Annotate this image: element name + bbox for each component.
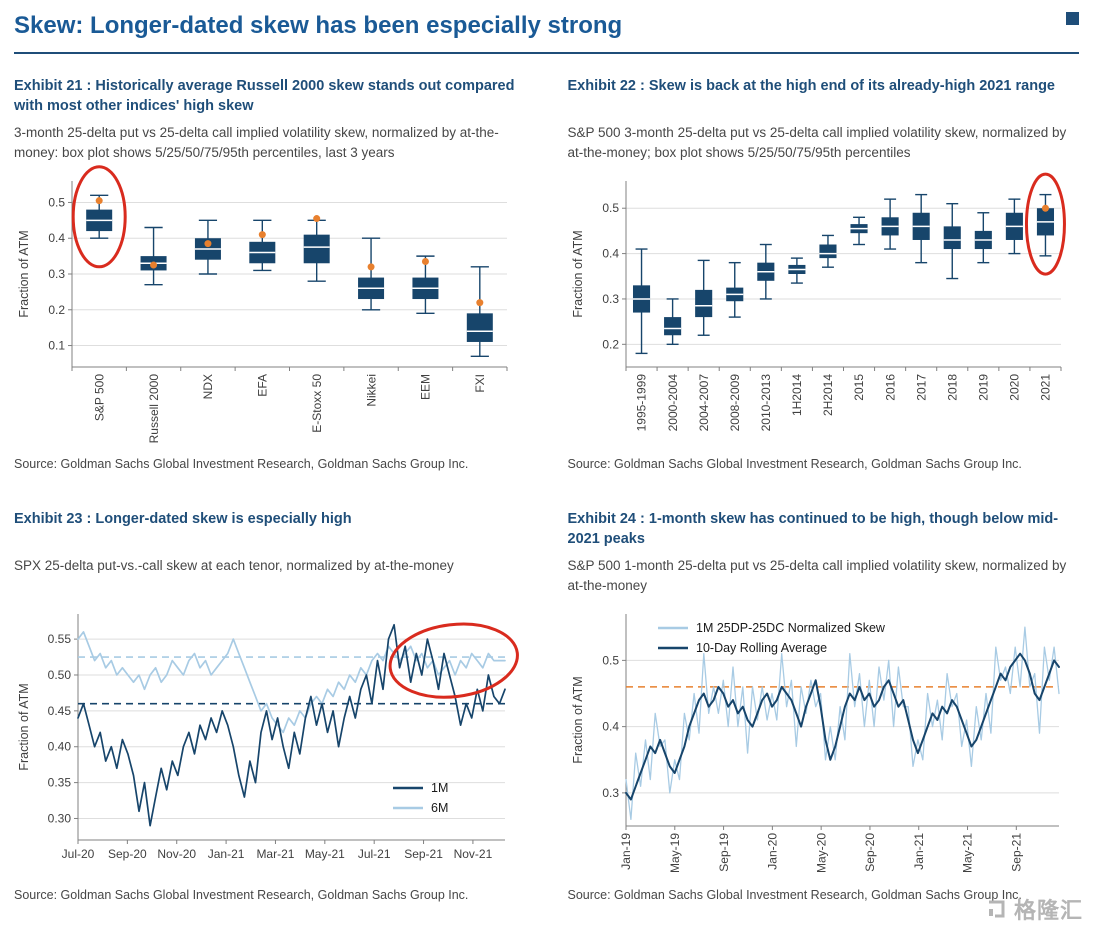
exhibit-23: Exhibit 23 : Longer-dated skew is especi… xyxy=(14,509,526,902)
svg-text:Fraction of ATM: Fraction of ATM xyxy=(571,676,585,763)
svg-text:2020: 2020 xyxy=(1007,373,1021,400)
watermark-text: 格隆汇 xyxy=(1013,898,1083,923)
svg-text:0.4: 0.4 xyxy=(48,231,65,245)
svg-text:2018: 2018 xyxy=(945,373,959,400)
svg-text:Sep-21: Sep-21 xyxy=(404,847,443,861)
svg-text:0.5: 0.5 xyxy=(602,653,619,667)
svg-text:May-19: May-19 xyxy=(667,832,681,872)
exhibit-22-subtitle: S&P 500 3-month 25-delta put vs 25-delta… xyxy=(567,124,1067,160)
svg-text:0.55: 0.55 xyxy=(48,632,72,646)
svg-text:1H2014: 1H2014 xyxy=(790,373,804,415)
svg-text:Jan-21: Jan-21 xyxy=(911,832,925,869)
svg-text:0.3: 0.3 xyxy=(602,292,619,306)
svg-text:Sep-20: Sep-20 xyxy=(863,832,877,871)
svg-text:Nikkei: Nikkei xyxy=(364,374,378,407)
svg-text:May-21: May-21 xyxy=(960,832,974,872)
exhibit-23-source: Source: Goldman Sachs Global Investment … xyxy=(14,887,469,902)
svg-text:EFA: EFA xyxy=(256,374,270,397)
svg-text:Sep-20: Sep-20 xyxy=(108,847,147,861)
svg-text:1995-1999: 1995-1999 xyxy=(634,373,648,431)
svg-text:0.3: 0.3 xyxy=(48,267,65,281)
svg-text:0.4: 0.4 xyxy=(602,246,619,260)
svg-text:May-20: May-20 xyxy=(814,832,828,872)
svg-text:1M: 1M xyxy=(431,781,448,795)
svg-text:S&P 500: S&P 500 xyxy=(92,373,106,420)
svg-text:0.45: 0.45 xyxy=(48,703,72,717)
svg-text:2016: 2016 xyxy=(883,373,897,400)
svg-text:2021: 2021 xyxy=(1038,373,1052,400)
exhibit-21-subtitle: 3-month 25-delta put vs 25-delta call im… xyxy=(14,124,499,160)
gelonghui-watermark: 格隆汇 xyxy=(985,893,1083,925)
svg-text:2019: 2019 xyxy=(976,373,990,400)
svg-text:0.35: 0.35 xyxy=(48,775,72,789)
exhibit-24-heading: Exhibit 24 : 1-month skew has continued … xyxy=(567,510,1059,547)
svg-text:2000-2004: 2000-2004 xyxy=(665,373,679,431)
exhibit-24: Exhibit 24 : 1-month skew has continued … xyxy=(568,509,1080,902)
svg-text:0.1: 0.1 xyxy=(48,338,65,352)
svg-text:Jan-20: Jan-20 xyxy=(765,832,779,869)
exhibit-22-source: Source: Goldman Sachs Global Investment … xyxy=(567,456,1022,471)
svg-text:Fraction of ATM: Fraction of ATM xyxy=(17,683,31,770)
exhibit-23-line-chart: 0.30 0.35 0.40 0.45 0.50 0.55 Fraction of ATM J… xyxy=(17,613,519,861)
svg-text:10-Day Rolling Average: 10-Day Rolling Average xyxy=(696,641,827,655)
svg-text:Russell 2000: Russell 2000 xyxy=(147,373,161,443)
exhibit-24-subtitle: S&P 500 1-month 25-delta put vs 25-delta… xyxy=(567,557,1067,593)
svg-text:0.2: 0.2 xyxy=(48,302,65,316)
svg-text:E-Stoxx 50: E-Stoxx 50 xyxy=(310,373,324,432)
exhibit-22-heading: Exhibit 22 : Skew is back at the high en… xyxy=(567,77,1056,94)
svg-text:Nov-21: Nov-21 xyxy=(454,847,493,861)
svg-text:2015: 2015 xyxy=(852,373,866,400)
svg-text:Mar-21: Mar-21 xyxy=(256,847,294,861)
exhibit-21-source: Source: Goldman Sachs Global Investment … xyxy=(14,456,469,471)
svg-text:Sep-19: Sep-19 xyxy=(716,832,730,871)
svg-text:0.5: 0.5 xyxy=(48,195,65,209)
svg-text:0.4: 0.4 xyxy=(602,719,619,733)
svg-text:0.3: 0.3 xyxy=(602,785,619,799)
header-corner-square xyxy=(1066,12,1079,25)
header-rule xyxy=(14,51,1079,54)
svg-text:Fraction of ATM: Fraction of ATM xyxy=(17,230,31,317)
svg-text:2008-2009: 2008-2009 xyxy=(727,373,741,431)
svg-text:2004-2007: 2004-2007 xyxy=(696,373,710,431)
svg-text:Sep-21: Sep-21 xyxy=(1009,832,1023,871)
svg-text:Jan-21: Jan-21 xyxy=(208,847,245,861)
svg-text:May-21: May-21 xyxy=(305,847,345,861)
exhibit-21: Exhibit 21 : Historically average Russel… xyxy=(14,76,526,471)
svg-text:0.30: 0.30 xyxy=(48,811,72,825)
exhibit-22: Exhibit 22 : Skew is back at the high en… xyxy=(568,76,1080,471)
svg-text:0.2: 0.2 xyxy=(602,337,619,351)
svg-text:FXI: FXI xyxy=(473,374,487,393)
page-title: Skew: Longer-dated skew has been especia… xyxy=(14,12,623,39)
exhibit-21-heading: Exhibit 21 : Historically average Russel… xyxy=(14,77,515,114)
exhibit-23-subtitle: SPX 25-delta put-vs.-call skew at each t… xyxy=(14,557,454,573)
svg-text:2H2014: 2H2014 xyxy=(821,373,835,415)
exhibit-24-line-chart: 0.3 0.4 0.5 Fraction of ATM Jan-19 May-19 Sep-… xyxy=(571,613,1060,873)
svg-text:Jul-20: Jul-20 xyxy=(62,847,95,861)
exhibit-21-boxplot-chart: 0.1 0.2 0.3 0.4 0.5 Fraction of ATM S&P 500 Rus… xyxy=(17,164,508,443)
svg-text:Nov-20: Nov-20 xyxy=(157,847,196,861)
gelonghui-logo-icon xyxy=(988,900,1005,918)
svg-text:EEM: EEM xyxy=(419,374,433,400)
svg-text:2017: 2017 xyxy=(914,373,928,400)
svg-text:Jan-19: Jan-19 xyxy=(619,832,633,869)
svg-text:Fraction of ATM: Fraction of ATM xyxy=(571,230,585,317)
page-header: Skew: Longer-dated skew has been especia… xyxy=(14,12,1079,54)
exhibit-24-source: Source: Goldman Sachs Global Investment … xyxy=(567,887,1022,902)
svg-text:NDX: NDX xyxy=(201,374,215,399)
exhibit-22-boxplot-chart: 0.2 0.3 0.4 0.5 Fraction of ATM 1995-1999 2000… xyxy=(571,172,1066,431)
svg-text:1M 25DP-25DC Normalized Skew: 1M 25DP-25DC Normalized Skew xyxy=(696,621,886,635)
exhibits-grid: Exhibit 21 : Historically average Russel… xyxy=(14,76,1079,902)
svg-text:Jul-21: Jul-21 xyxy=(358,847,391,861)
svg-text:0.50: 0.50 xyxy=(48,668,72,682)
svg-text:0.40: 0.40 xyxy=(48,739,72,753)
svg-text:0.5: 0.5 xyxy=(602,201,619,215)
svg-text:2010-2013: 2010-2013 xyxy=(759,373,773,431)
exhibit-23-heading: Exhibit 23 : Longer-dated skew is especi… xyxy=(14,510,352,527)
svg-text:6M: 6M xyxy=(431,801,448,815)
